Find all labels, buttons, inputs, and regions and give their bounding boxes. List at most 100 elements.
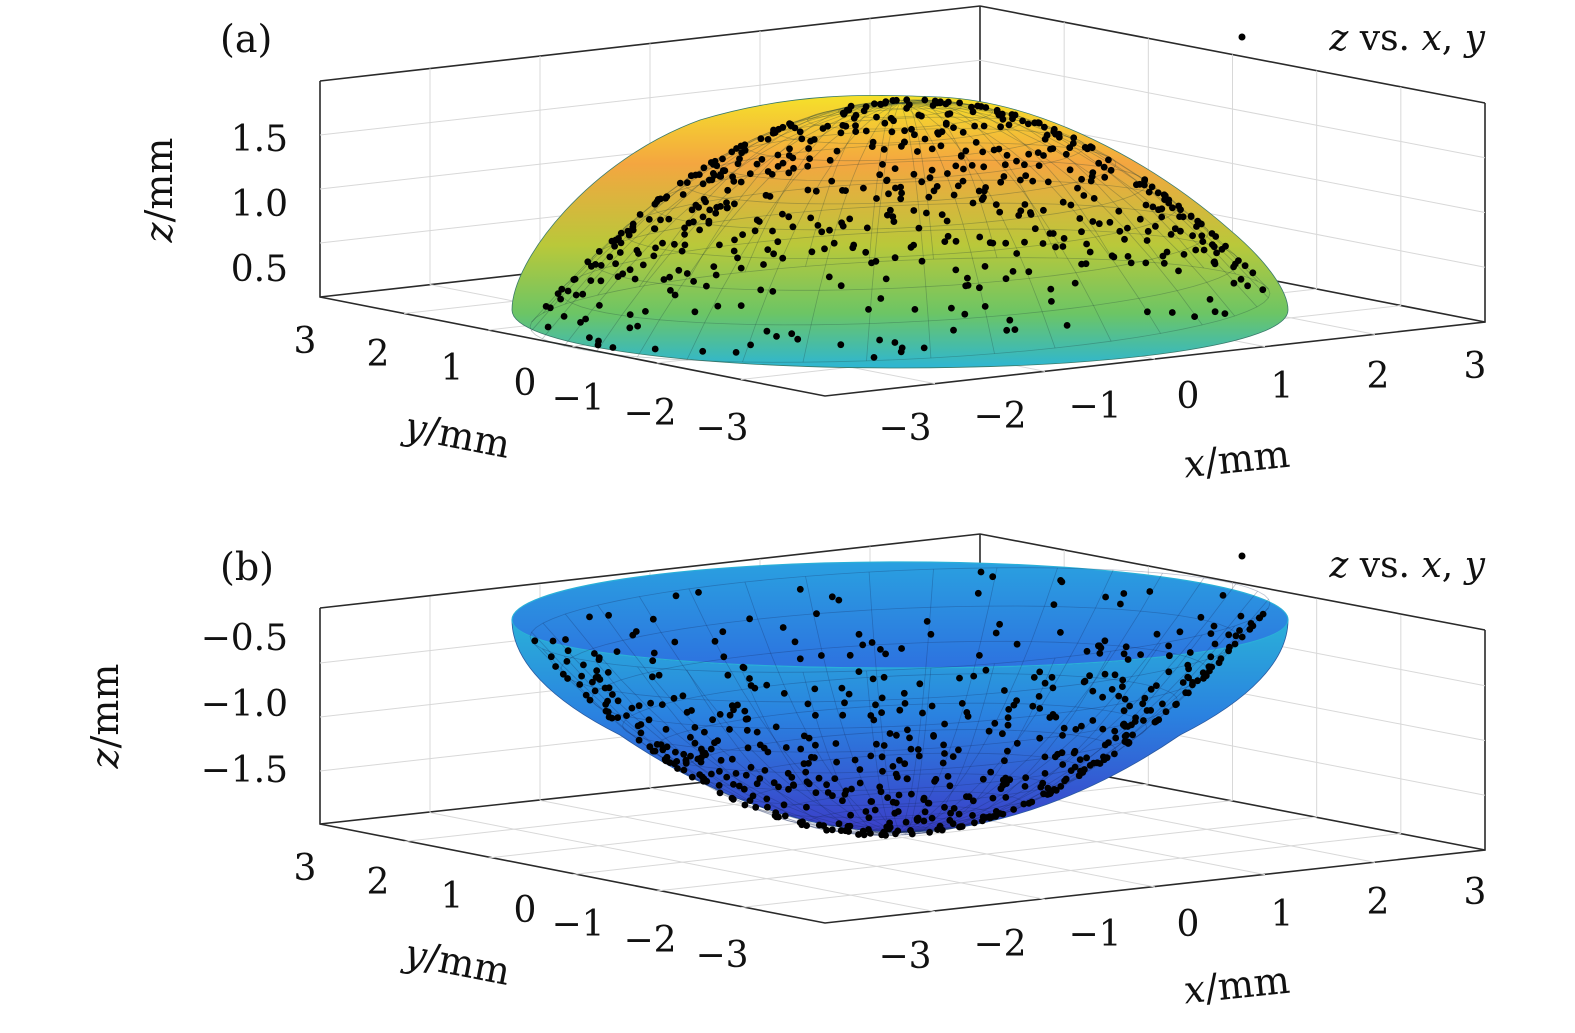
data-point [683,708,691,716]
data-point [779,624,787,631]
x-tick-a-0: −3 [878,408,931,449]
mesh-ring [652,702,1148,774]
data-point [1119,683,1126,690]
data-point [963,793,970,800]
data-point [1089,717,1097,724]
data-point [663,743,671,751]
data-point [1040,790,1047,798]
data-point [1158,213,1166,221]
data-point [572,291,580,299]
data-point [992,629,1000,637]
data-point [665,215,673,223]
data-point [957,153,965,160]
data-point [908,790,915,798]
data-point [878,709,885,716]
data-point [863,224,871,232]
data-point [927,630,935,638]
mesh-ring [807,805,993,833]
data-point [1211,258,1218,266]
data-point [925,799,933,807]
data-point [856,766,864,773]
data-point [971,819,978,827]
data-point [828,177,836,185]
data-point [915,224,923,232]
data-point [838,684,846,692]
data-point [889,97,897,104]
data-point [796,585,804,593]
data-point [992,201,1000,209]
data-point [747,763,755,771]
data-point [714,737,721,745]
y-axis-label-b: y/mm [399,930,514,994]
data-point [1049,684,1057,692]
data-point [1146,588,1154,595]
data-point [995,111,1003,119]
data-point [949,820,957,828]
data-point [661,756,669,763]
data-point [1017,176,1024,184]
data-point [1089,687,1097,695]
data-point [1036,668,1044,676]
mesh-spoke [899,102,1056,349]
data-point [1030,674,1038,681]
data-point [941,803,948,811]
data-point [1071,747,1079,755]
data-point [707,159,715,166]
scatter-points-a [542,96,1267,361]
x-tick-a-3: 0 [1177,376,1200,417]
data-point [855,831,862,838]
data-point [663,193,671,201]
data-point [757,286,765,294]
data-point [829,792,836,800]
data-point [559,670,567,678]
data-point [672,748,679,756]
data-point [589,678,596,686]
data-point [587,277,595,284]
legend-b: z vs. x, y [1238,545,1486,586]
data-point [976,233,984,241]
mesh-spoke [899,663,995,836]
grid-line [740,833,1401,908]
data-point [789,154,797,162]
data-point [969,199,977,207]
data-point [1021,783,1029,790]
data-point [877,100,884,108]
data-point [856,779,864,787]
mesh-ring [807,102,993,130]
data-point [972,139,980,146]
data-point [636,211,644,218]
x-axis-label-a: x/mm [1181,432,1291,487]
data-point [939,759,947,767]
data-point [673,758,681,765]
data-point [928,145,936,153]
data-point [594,341,602,349]
mesh-spoke [899,99,998,258]
data-point [894,827,902,835]
data-point [1035,162,1043,170]
data-point [1194,217,1202,225]
data-point [1144,227,1152,235]
data-point [1000,173,1008,180]
data-point [911,306,919,313]
data-point [1189,681,1196,689]
data-point [628,704,636,712]
data-point [825,273,833,281]
data-point [586,696,594,704]
data-point [1145,188,1153,196]
data-point [1078,722,1085,730]
data-point [940,741,947,749]
data-point [880,673,888,681]
data-point [1031,225,1039,233]
data-point [968,162,976,169]
data-point [1040,152,1047,159]
data-point [839,711,847,719]
data-point [852,128,860,136]
data-point [586,334,593,341]
data-point [1215,659,1223,667]
data-point [1080,192,1088,199]
data-point [1002,239,1010,247]
data-point [773,333,780,340]
data-point [1111,671,1119,679]
data-point [680,766,688,774]
data-point [1071,279,1079,287]
